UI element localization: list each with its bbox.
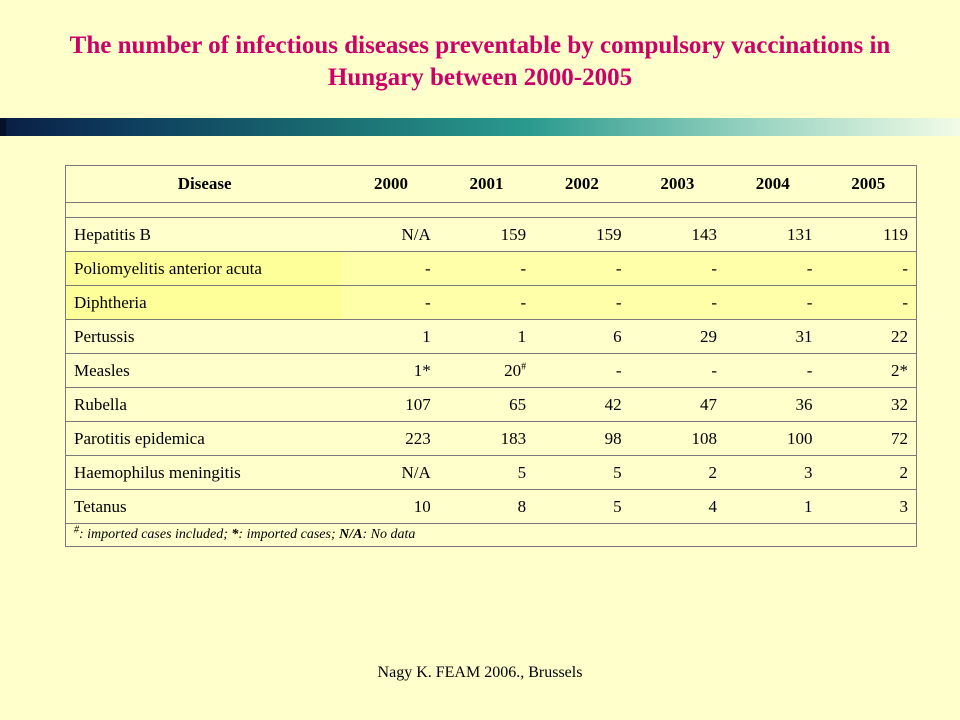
footnote-marker: # [521,360,527,372]
value-cell: 1 [725,489,821,524]
value-cell: 5 [534,455,630,490]
value-cell: 107 [343,387,439,422]
page-title: The number of infectious diseases preven… [69,32,891,91]
value-cell: 10 [343,489,439,524]
value-cell: - [343,251,439,286]
value-cell: - [438,285,535,320]
value-cell: - [438,251,535,286]
table-row: Tetanus 10 8 5 4 1 3 [65,489,918,524]
table-row: Poliomyelitis anterior acuta - - - - - - [65,251,918,286]
value-cell: 31 [725,319,821,354]
value-cell: 3 [820,489,918,524]
column-header-year: 2003 [629,165,726,203]
value-cell: 72 [820,421,918,456]
column-header-year: 2005 [820,165,918,203]
value-cell: 2 [820,455,918,490]
value-cell: - [725,285,821,320]
column-header-year: 2000 [343,165,439,203]
disease-name-cell: Haemophilus meningitis [65,455,344,490]
table-row: Rubella 107 65 42 47 36 32 [65,387,918,422]
disease-name-cell: Tetanus [65,489,344,524]
value-cell: 42 [534,387,630,422]
value-cell: 2* [820,353,918,388]
table-footnote: #: imported cases included; *: imported … [65,523,917,547]
column-header-disease: Disease [65,165,344,203]
value-cell: - [534,251,630,286]
table-body: Hepatitis B N/A 159 159 143 131 119 Poliomyelit… [65,202,918,547]
value-cell: 143 [629,217,726,252]
value-cell: 159 [534,217,630,252]
value-cell: - [343,285,439,320]
disease-name-cell: Hepatitis B [65,217,344,252]
value-cell: - [629,251,726,286]
value-cell: 100 [725,421,821,456]
value-cell: 98 [534,421,630,456]
table-header-row: Disease 2000 2001 2002 2003 2004 2005 [65,165,918,203]
table-spacer-row [65,202,917,218]
value-cell: - [534,353,630,388]
value-cell: 3 [725,455,821,490]
value-cell: N/A [343,455,439,490]
value-cell: - [725,353,821,388]
decorative-gradient-bar [0,118,960,136]
value-cell: 6 [534,319,630,354]
value-cell: - [725,251,821,286]
value-cell: 2 [629,455,726,490]
table-row: Diphtheria - - - - - - [65,285,918,320]
disease-name-cell: Diphtheria [65,285,344,320]
disease-table: Disease 2000 2001 2002 2003 2004 2005 He… [65,165,918,547]
value-cell: 183 [438,421,535,456]
disease-name-cell: Rubella [65,387,344,422]
value-cell: - [629,285,726,320]
table-row: Haemophilus meningitis N/A 5 5 2 3 2 [65,455,918,490]
table-row: Pertussis 1 1 6 29 31 22 [65,319,918,354]
value-cell: 159 [438,217,535,252]
value-cell: 22 [820,319,918,354]
disease-name-cell: Parotitis epidemica [65,421,344,456]
column-header-year: 2004 [725,165,821,203]
decorative-bar-cap [0,118,6,136]
value-cell: 5 [438,455,535,490]
value-cell: 119 [820,217,918,252]
table-row: Parotitis epidemica 223 183 98 108 100 72 [65,421,918,456]
value-cell: 47 [629,387,726,422]
value-cell: 29 [629,319,726,354]
value-cell: 36 [725,387,821,422]
column-header-year: 2001 [438,165,535,203]
value-cell: 5 [534,489,630,524]
value-cell: 4 [629,489,726,524]
value-cell: 32 [820,387,918,422]
value-cell: 1 [343,319,439,354]
disease-name-cell: Measles [65,353,344,388]
value-cell: N/A [343,217,439,252]
value-cell: 20# [438,353,535,388]
disease-name-cell: Poliomyelitis anterior acuta [65,251,344,286]
value-cell: 8 [438,489,535,524]
value-cell: 1* [343,353,439,388]
value-cell: - [820,285,918,320]
value-cell: 108 [629,421,726,456]
value-cell: - [820,251,918,286]
value-cell: 1 [438,319,535,354]
value-cell: - [629,353,726,388]
value-cell: 131 [725,217,821,252]
footer-citation: Nagy K. FEAM 2006., Brussels [377,664,583,681]
footnote-row: #: imported cases included; *: imported … [65,523,917,547]
disease-name-cell: Pertussis [65,319,344,354]
table-row: Hepatitis B N/A 159 159 143 131 119 [65,217,918,252]
table-row: Measles 1* 20# - - -2* [65,353,918,388]
value-cell: - [534,285,630,320]
column-header-year: 2002 [534,165,630,203]
value-cell: 223 [343,421,439,456]
value-cell: 65 [438,387,535,422]
